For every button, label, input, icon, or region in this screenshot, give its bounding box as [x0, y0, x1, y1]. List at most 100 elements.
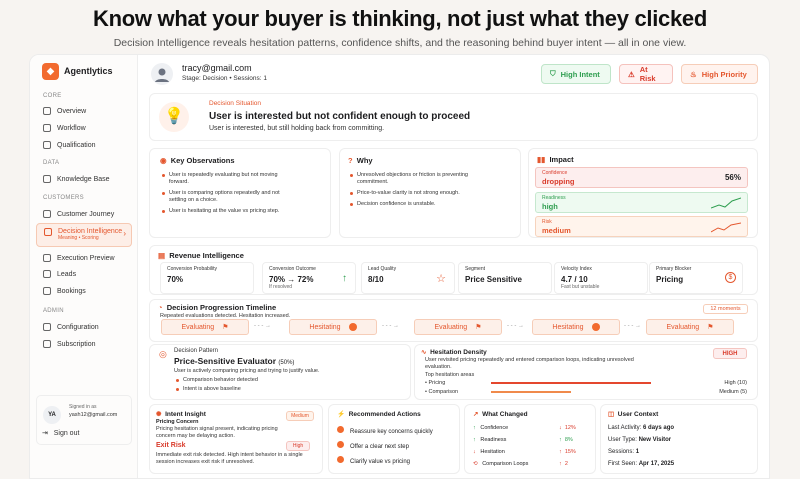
timeline-step[interactable]: Hesitating	[289, 319, 377, 335]
area-pricing-level: High (10)	[724, 380, 747, 386]
sidebar-item-leads[interactable]: Leads	[36, 266, 132, 282]
action-item[interactable]: Clarify value vs pricing	[337, 456, 410, 465]
sidebar-item-qualification[interactable]: Qualification	[36, 137, 132, 153]
logo-icon: ◆	[42, 63, 59, 80]
area-comparison-bar	[491, 391, 571, 393]
list-item: User is hesitating at the value vs prici…	[160, 208, 288, 215]
sidebar-item-knowledge-base[interactable]: Knowledge Base	[36, 171, 132, 187]
sidebar: ◆ Agentlytics CORE Overview Workflow Qua…	[30, 55, 138, 478]
hero-subtitle: Decision Intelligence reveals hesitation…	[113, 37, 687, 49]
timeline-step[interactable]: Evaluating ⚑	[414, 319, 502, 335]
action-item[interactable]: Offer a clear next step	[337, 441, 409, 450]
calendar-icon	[43, 287, 51, 295]
context-row: First Seen: Apr 17, 2025	[608, 461, 674, 467]
metric-value: Price Sensitive	[465, 275, 522, 284]
target-icon	[44, 228, 52, 236]
row-name: Hesitation	[480, 449, 505, 455]
metric-velocity-index: Velocity Index 4.7 / 10 Fast but unstabl…	[554, 262, 648, 294]
why-title: ? Why	[348, 156, 373, 165]
title-text: Key Observations	[170, 156, 235, 165]
label: Execution Preview	[57, 254, 115, 262]
list-item: Decision confidence is unstable.	[348, 201, 476, 208]
sidebar-item-overview[interactable]: Overview	[36, 103, 132, 119]
timeline-step[interactable]: Evaluating ⚑	[646, 319, 734, 335]
list-item: Comparison behavior detected	[174, 377, 374, 384]
pattern-name: Price-Sensitive Evaluator	[174, 356, 277, 366]
sidebar-item-bookings[interactable]: Bookings	[36, 283, 132, 299]
sidebar-item-subscription[interactable]: Subscription	[36, 336, 132, 352]
bar-chart-icon: ▮▮	[537, 155, 546, 164]
changed-row: ↑ Readiness ↑ 8%	[473, 437, 589, 443]
sidebar-item-decision-intelligence[interactable]: Decision Intelligence Meaning • Scoring …	[36, 223, 132, 247]
title-text: Decision Progression Timeline	[166, 303, 277, 312]
lightbulb-icon: 💡	[159, 102, 189, 132]
timeline-step[interactable]: Hesitating	[532, 319, 620, 335]
metric-value: 70% → 72%	[269, 275, 314, 284]
brain-icon: ✺	[156, 411, 162, 418]
action-label: Clarify value vs pricing	[350, 459, 411, 465]
flag-icon: ⚑	[475, 324, 482, 331]
app-name: Agentlytics	[64, 66, 113, 76]
context-title: ◫ User Context	[608, 410, 658, 418]
trend-icon: ↗	[473, 411, 479, 418]
pattern-icon: ◎	[159, 349, 167, 359]
metric-segment: Segment Price Sensitive	[458, 262, 552, 294]
sidebar-item-configuration[interactable]: Configuration	[36, 319, 132, 335]
metric-label: Velocity Index	[561, 266, 592, 272]
book-icon	[43, 175, 51, 183]
user-icon: ◫	[608, 411, 615, 418]
step-label: Hesitating	[552, 323, 584, 331]
metric-note: Fast but unstable	[561, 284, 600, 290]
metric-conversion-outcome: Conversion Outcome 70% → 72% If resolved…	[262, 262, 356, 294]
app-window: ◆ Agentlytics CORE Overview Workflow Qua…	[29, 54, 770, 479]
shield-icon: ⛉	[550, 69, 556, 78]
changed-row: ⟲ Comparison Loops ↑ 2	[473, 461, 589, 467]
list-item: Intent is above baseline	[174, 386, 374, 393]
key-observations-card: ◉ Key Observations User is repeatedly ev…	[149, 148, 331, 238]
row-dir: ↑	[559, 461, 562, 467]
sidebar-item-workflow[interactable]: Workflow	[36, 120, 132, 136]
label: Workflow	[57, 124, 86, 132]
check-circle-icon	[337, 441, 344, 448]
action-label: Offer a clear next step	[350, 444, 409, 450]
sign-out-button[interactable]: ⇥ Sign out	[42, 429, 79, 437]
label: Configuration	[57, 323, 99, 331]
context-key: User Type:	[608, 437, 637, 443]
high-priority-chip[interactable]: ♨ High Priority	[681, 64, 758, 84]
label: Decision Intelligence	[58, 228, 123, 235]
density-desc: User revisited pricing repeatedly and en…	[425, 357, 634, 370]
at-risk-chip[interactable]: ⚠ At Risk	[619, 64, 673, 84]
area-comparison-level: Medium (5)	[719, 389, 747, 395]
eye-icon: ◉	[160, 156, 167, 165]
area-pricing: • Pricing	[425, 380, 446, 386]
workflow-icon	[43, 124, 51, 132]
risk-row: Risk medium	[535, 216, 748, 237]
confidence-pct: 56%	[724, 173, 741, 182]
sidebar-item-execution-preview[interactable]: Execution Preview	[36, 250, 132, 266]
timeline-title: ◔ Decision Progression Timeline	[158, 303, 276, 312]
card-icon	[43, 340, 51, 348]
alert-icon: ⚠	[628, 69, 635, 79]
context-value: New Visitor	[638, 437, 672, 443]
timeline-step[interactable]: Evaluating ⚑	[161, 319, 249, 335]
sign-out-label: Sign out	[53, 430, 80, 437]
intent-insight-card: ✺ Intent Insight Medium Pricing Concern …	[149, 404, 323, 474]
context-row: Sessions: 1	[608, 449, 639, 455]
sidebar-item-customer-journey[interactable]: Customer Journey	[36, 206, 132, 222]
density-badge: HIGH	[713, 348, 747, 359]
impact-card: ▮▮ Impact Confidence dropping 56% Readin…	[528, 148, 758, 238]
sub-label: Meaning • Scoring	[58, 235, 99, 241]
timeline-icon: ◔	[158, 303, 163, 312]
high-intent-chip[interactable]: ⛉ High Intent	[541, 64, 611, 84]
impact-title: ▮▮ Impact	[537, 155, 574, 164]
bolt-icon: ⚡	[337, 411, 346, 418]
arrow-up-icon: ↑	[342, 273, 347, 284]
readiness-sparkline	[711, 197, 741, 209]
avatar: YA	[43, 406, 61, 424]
section-core: CORE	[43, 93, 62, 99]
row-dir: ↑	[559, 437, 562, 443]
step-label: Evaluating	[434, 323, 468, 331]
situation-label: Decision Situation	[209, 100, 262, 107]
list-item: User is repeatedly evaluating but not mo…	[160, 172, 288, 186]
action-item[interactable]: Reassure key concerns quickly	[337, 426, 433, 435]
